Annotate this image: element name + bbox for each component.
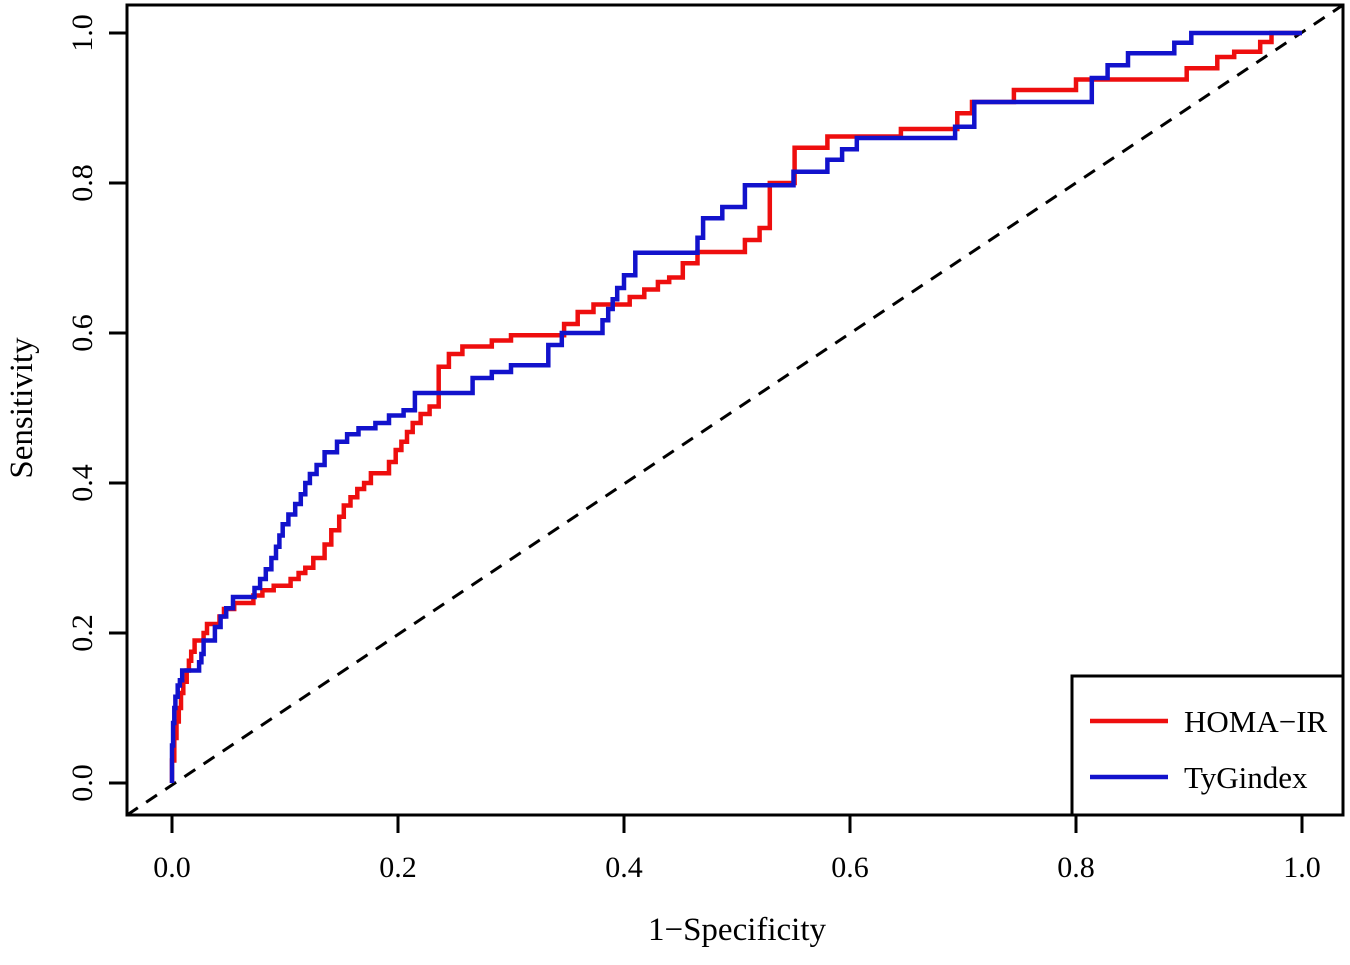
- roc-curves-group: [169, 30, 1302, 783]
- x-tick-label: 0.2: [379, 851, 417, 884]
- x-tick-label: 0.4: [605, 851, 643, 884]
- legend-label-homa-ir: HOMA−IR: [1184, 704, 1328, 739]
- legend-label-tyg-index: TyGindex: [1184, 760, 1308, 795]
- x-tick-label: 0.6: [831, 851, 869, 884]
- legend: HOMA−IR TyGindex: [1070, 674, 1345, 817]
- y-tick-label: 0.4: [66, 464, 99, 502]
- legend-border: [1070, 674, 1345, 817]
- y-tick-label: 0.8: [66, 164, 99, 202]
- roc-curve-tygindex: [169, 30, 1302, 783]
- y-tick-label: 0.2: [66, 614, 99, 652]
- x-axis-title: 1−Specificity: [648, 912, 827, 948]
- y-tick-label: 0.6: [66, 314, 99, 352]
- roc-curve-homa-ir: [169, 30, 1302, 783]
- y-tick-label: 1.0: [66, 14, 99, 52]
- plot-border: [125, 3, 1345, 817]
- x-tick-label: 1.0: [1283, 851, 1321, 884]
- x-tick-label: 0.0: [153, 851, 191, 884]
- x-tick-label: 0.8: [1057, 851, 1095, 884]
- y-tick-label: 0.0: [66, 764, 99, 802]
- axis-ticks: 0.0 0.2 0.4 0.6 0.8 1.0 0.0 0.2 0.4 0.6 0.8 1.0: [66, 14, 1321, 884]
- y-axis-title: Sensitivity: [4, 337, 40, 479]
